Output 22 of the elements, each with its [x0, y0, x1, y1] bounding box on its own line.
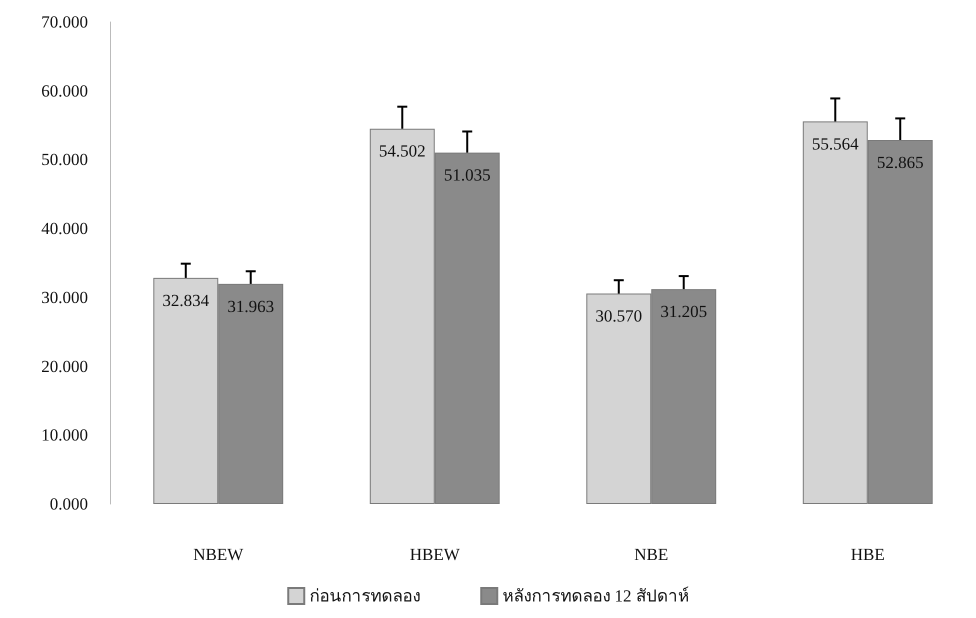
y-tick-label: 50.000 — [41, 150, 88, 170]
x-tick-label: NBEW — [193, 545, 244, 564]
data-label: 31.205 — [660, 302, 708, 322]
data-label: 31.963 — [227, 296, 274, 316]
y-tick-label: 40.000 — [41, 219, 88, 238]
data-label: 30.570 — [595, 306, 642, 326]
y-tick-label: 20.000 — [41, 356, 88, 376]
y-tick-label: 10.000 — [41, 426, 88, 445]
data-label: 54.502 — [378, 142, 426, 161]
x-tick-label: HBE — [850, 545, 885, 564]
data-label: 32.834 — [162, 290, 210, 310]
data-label: 55.564 — [812, 134, 860, 154]
x-tick-label: HBEW — [410, 545, 461, 564]
x-tick-label: NBE — [634, 545, 668, 564]
legend-label: ก่อนการทดลอง — [309, 586, 420, 606]
data-label: 52.865 — [876, 152, 924, 172]
legend-label: หลังการทดลอง 12 สัปดาห์ — [502, 586, 689, 606]
y-tick-label: 30.000 — [41, 288, 88, 307]
y-tick-label: 60.000 — [41, 81, 88, 100]
y-tick-label: 70.000 — [41, 12, 88, 32]
data-label: 51.035 — [444, 166, 491, 185]
y-tick-label: 0.000 — [50, 494, 88, 514]
